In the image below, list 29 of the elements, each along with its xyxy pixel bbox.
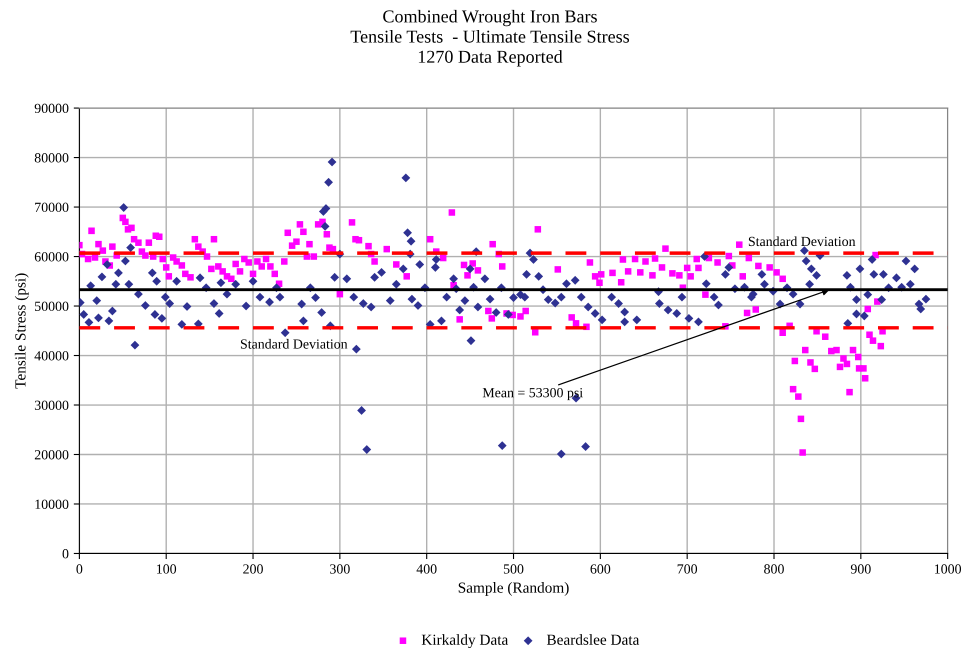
x-tick-label: 1000 — [934, 564, 962, 574]
legend-label: Beardslee Data — [546, 634, 640, 645]
y-tick-label: 70000 — [35, 202, 68, 212]
x-tick-label: 600 — [590, 564, 610, 574]
x-axis-title: Sample (Random) — [458, 582, 569, 596]
y-tick-label: 80000 — [34, 153, 68, 163]
x-tick-label: 100 — [157, 564, 176, 574]
y-tick-label: 30000 — [34, 400, 68, 410]
y-axis-title: Tensile Stress (psi) — [14, 273, 29, 389]
y-tick-label: 50000 — [35, 302, 68, 311]
y-tick-label: 20000 — [34, 450, 68, 460]
x-tick-label: 800 — [764, 564, 784, 574]
y-tick-label: 40000 — [34, 351, 68, 360]
y-tick-label: 10000 — [35, 500, 68, 509]
ref-line-label: Standard Deviation — [240, 338, 348, 349]
x-tick-label: 500 — [504, 564, 524, 574]
x-tick-label: 400 — [416, 564, 437, 574]
chart-title: Combined Wrought Iron Bars Tensile Tests - Ultimate Tensile Stress 1270 Data Reported — [350, 10, 630, 67]
x-tick-label: 900 — [850, 564, 871, 574]
x-tick-label: 0 — [76, 564, 82, 574]
ref-line-label: Standard Deviation — [748, 236, 856, 246]
legend-label: Kirkaldy Data — [422, 634, 508, 648]
x-tick-label: 700 — [678, 564, 698, 574]
y-tick-label: 0 — [62, 549, 68, 558]
annotation: Mean = 53300 psi — [482, 388, 583, 400]
x-tick-label: 300 — [330, 564, 350, 574]
x-tick-label: 200 — [243, 564, 263, 574]
y-tick-label: 60000 — [34, 252, 68, 262]
y-tick-label: 90000 — [34, 104, 68, 114]
